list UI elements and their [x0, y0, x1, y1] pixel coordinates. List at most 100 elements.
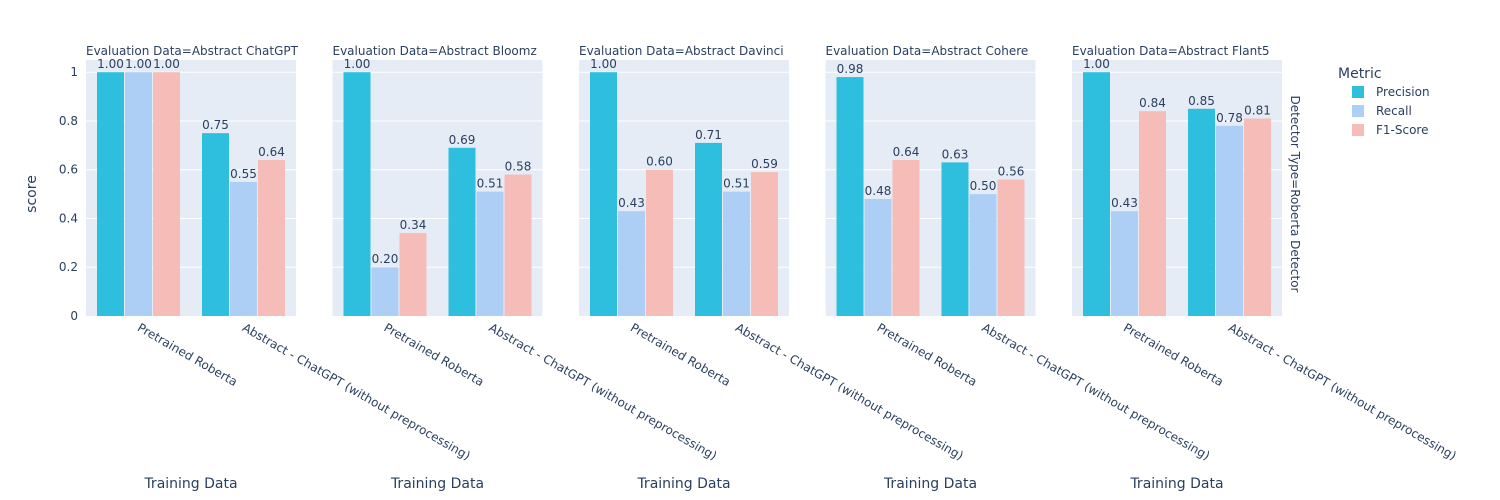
x-tick-label: Pretrained Roberta: [875, 320, 980, 389]
bar-value-label: 0.81: [1244, 104, 1271, 118]
bar-value-label: 0.51: [477, 177, 504, 191]
row-facet-label: Detector Type=Roberta Detector: [1288, 96, 1302, 293]
bar-value-label: 0.60: [646, 155, 673, 169]
bar-value-label: 0.58: [505, 160, 532, 174]
bar-f1-score[interactable]: [258, 159, 285, 316]
y-tick-label: 0.8: [59, 114, 78, 128]
bar-recall[interactable]: [723, 191, 750, 316]
bar-f1-score[interactable]: [997, 179, 1025, 316]
legend-title: Metric: [1338, 66, 1382, 82]
bar-f1-score[interactable]: [504, 174, 532, 316]
x-tick-label: Abstract - ChatGPT (without preprocessin…: [487, 320, 720, 462]
bar-f1-score[interactable]: [153, 72, 180, 316]
x-tick-label: Pretrained Roberta: [382, 320, 487, 389]
bar-value-label: 1.00: [97, 57, 124, 71]
bar-value-label: 0.64: [893, 145, 920, 159]
bar-precision[interactable]: [1188, 108, 1215, 316]
x-axis-title: Training Data: [636, 476, 730, 492]
bar-f1-score[interactable]: [1244, 118, 1271, 316]
bar-value-label: 0.20: [372, 252, 399, 266]
bar-value-label: 0.55: [230, 167, 257, 181]
x-axis-title: Training Data: [143, 476, 237, 492]
bar-f1-score[interactable]: [646, 169, 673, 316]
x-tick-label: Abstract - ChatGPT (without preprocessin…: [980, 320, 1213, 462]
bar-precision[interactable]: [836, 77, 864, 316]
y-tick-label: 0: [70, 309, 78, 323]
legend-swatch: [1352, 105, 1364, 117]
bar-precision[interactable]: [97, 72, 124, 316]
panel-title: Evaluation Data=Abstract ChatGPT: [86, 44, 299, 58]
x-axis-title: Training Data: [390, 476, 484, 492]
bar-value-label: 0.78: [1216, 111, 1243, 125]
bar-f1-score[interactable]: [892, 159, 920, 316]
bar-value-label: 0.34: [400, 218, 427, 232]
y-tick-label: 1: [70, 65, 78, 79]
bar-value-label: 1.00: [344, 57, 371, 71]
bar-value-label: 0.59: [751, 157, 778, 171]
legend[interactable]: Metric Precision Recall F1-Score: [1338, 66, 1430, 137]
bar-f1-score[interactable]: [399, 233, 427, 316]
x-tick-label: Abstract - ChatGPT (without preprocessin…: [240, 320, 473, 462]
panel-title: Evaluation Data=Abstract Flant5: [1072, 44, 1270, 58]
x-tick-label: Abstract - ChatGPT (without preprocessin…: [1226, 320, 1459, 462]
bar-value-label: 0.43: [618, 196, 645, 210]
bar-recall[interactable]: [476, 191, 504, 316]
x-tick-label: Pretrained Roberta: [1121, 320, 1226, 389]
bar-value-label: 0.98: [837, 62, 864, 76]
bar-precision[interactable]: [695, 142, 722, 316]
x-tick-label: Abstract - ChatGPT (without preprocessin…: [733, 320, 966, 462]
bar-recall[interactable]: [230, 181, 257, 316]
y-tick-label: 0.6: [59, 163, 78, 177]
bar-precision[interactable]: [1083, 72, 1110, 316]
bar-recall[interactable]: [969, 194, 997, 316]
legend-item-recall[interactable]: Recall: [1352, 104, 1412, 118]
bar-value-label: 0.69: [449, 133, 476, 147]
bar-precision[interactable]: [343, 72, 371, 316]
bar-f1-score[interactable]: [1139, 111, 1166, 316]
bar-value-label: 0.64: [258, 145, 285, 159]
bar-value-label: 0.71: [695, 128, 722, 142]
legend-item-f1-score[interactable]: F1-Score: [1352, 123, 1428, 137]
x-tick-label: Pretrained Roberta: [628, 320, 733, 389]
bar-value-label: 1.00: [590, 57, 617, 71]
bar-value-label: 0.85: [1188, 94, 1215, 108]
panel-title: Evaluation Data=Abstract Cohere: [826, 44, 1029, 58]
bar-precision[interactable]: [941, 162, 969, 316]
bar-value-label: 0.48: [865, 184, 892, 198]
legend-swatch: [1352, 124, 1364, 136]
bar-f1-score[interactable]: [751, 172, 778, 316]
bar-value-label: 1.00: [1083, 57, 1110, 71]
bar-value-label: 0.51: [723, 177, 750, 191]
bar-value-label: 0.84: [1139, 96, 1166, 110]
bar-value-label: 0.75: [202, 118, 229, 132]
bar-value-label: 0.56: [998, 164, 1025, 178]
bar-recall[interactable]: [125, 72, 152, 316]
bar-value-label: 0.63: [942, 147, 969, 161]
bar-recall[interactable]: [618, 211, 645, 316]
panel-title: Evaluation Data=Abstract Davinci: [579, 44, 784, 58]
y-axis-title: score: [24, 175, 40, 213]
x-axis-title: Training Data: [1129, 476, 1223, 492]
y-tick-label: 0.4: [59, 211, 78, 225]
panel-title: Evaluation Data=Abstract Bloomz: [333, 44, 537, 58]
legend-item-precision[interactable]: Precision: [1352, 85, 1430, 99]
bar-precision[interactable]: [202, 133, 229, 316]
legend-label: Recall: [1376, 104, 1412, 118]
x-axis-title: Training Data: [883, 476, 977, 492]
legend-swatch: [1352, 86, 1364, 98]
legend-label: F1-Score: [1376, 123, 1428, 137]
bar-precision[interactable]: [590, 72, 617, 316]
bar-recall[interactable]: [371, 267, 399, 316]
bar-value-label: 1.00: [153, 57, 180, 71]
bar-recall[interactable]: [864, 198, 892, 316]
bar-recall[interactable]: [1216, 125, 1243, 316]
x-tick-label: Pretrained Roberta: [135, 320, 240, 389]
bar-precision[interactable]: [448, 147, 476, 316]
bar-recall[interactable]: [1111, 211, 1138, 316]
bar-value-label: 0.50: [970, 179, 997, 193]
legend-label: Precision: [1376, 85, 1430, 99]
bar-value-label: 1.00: [125, 57, 152, 71]
y-tick-label: 0.2: [59, 260, 78, 274]
